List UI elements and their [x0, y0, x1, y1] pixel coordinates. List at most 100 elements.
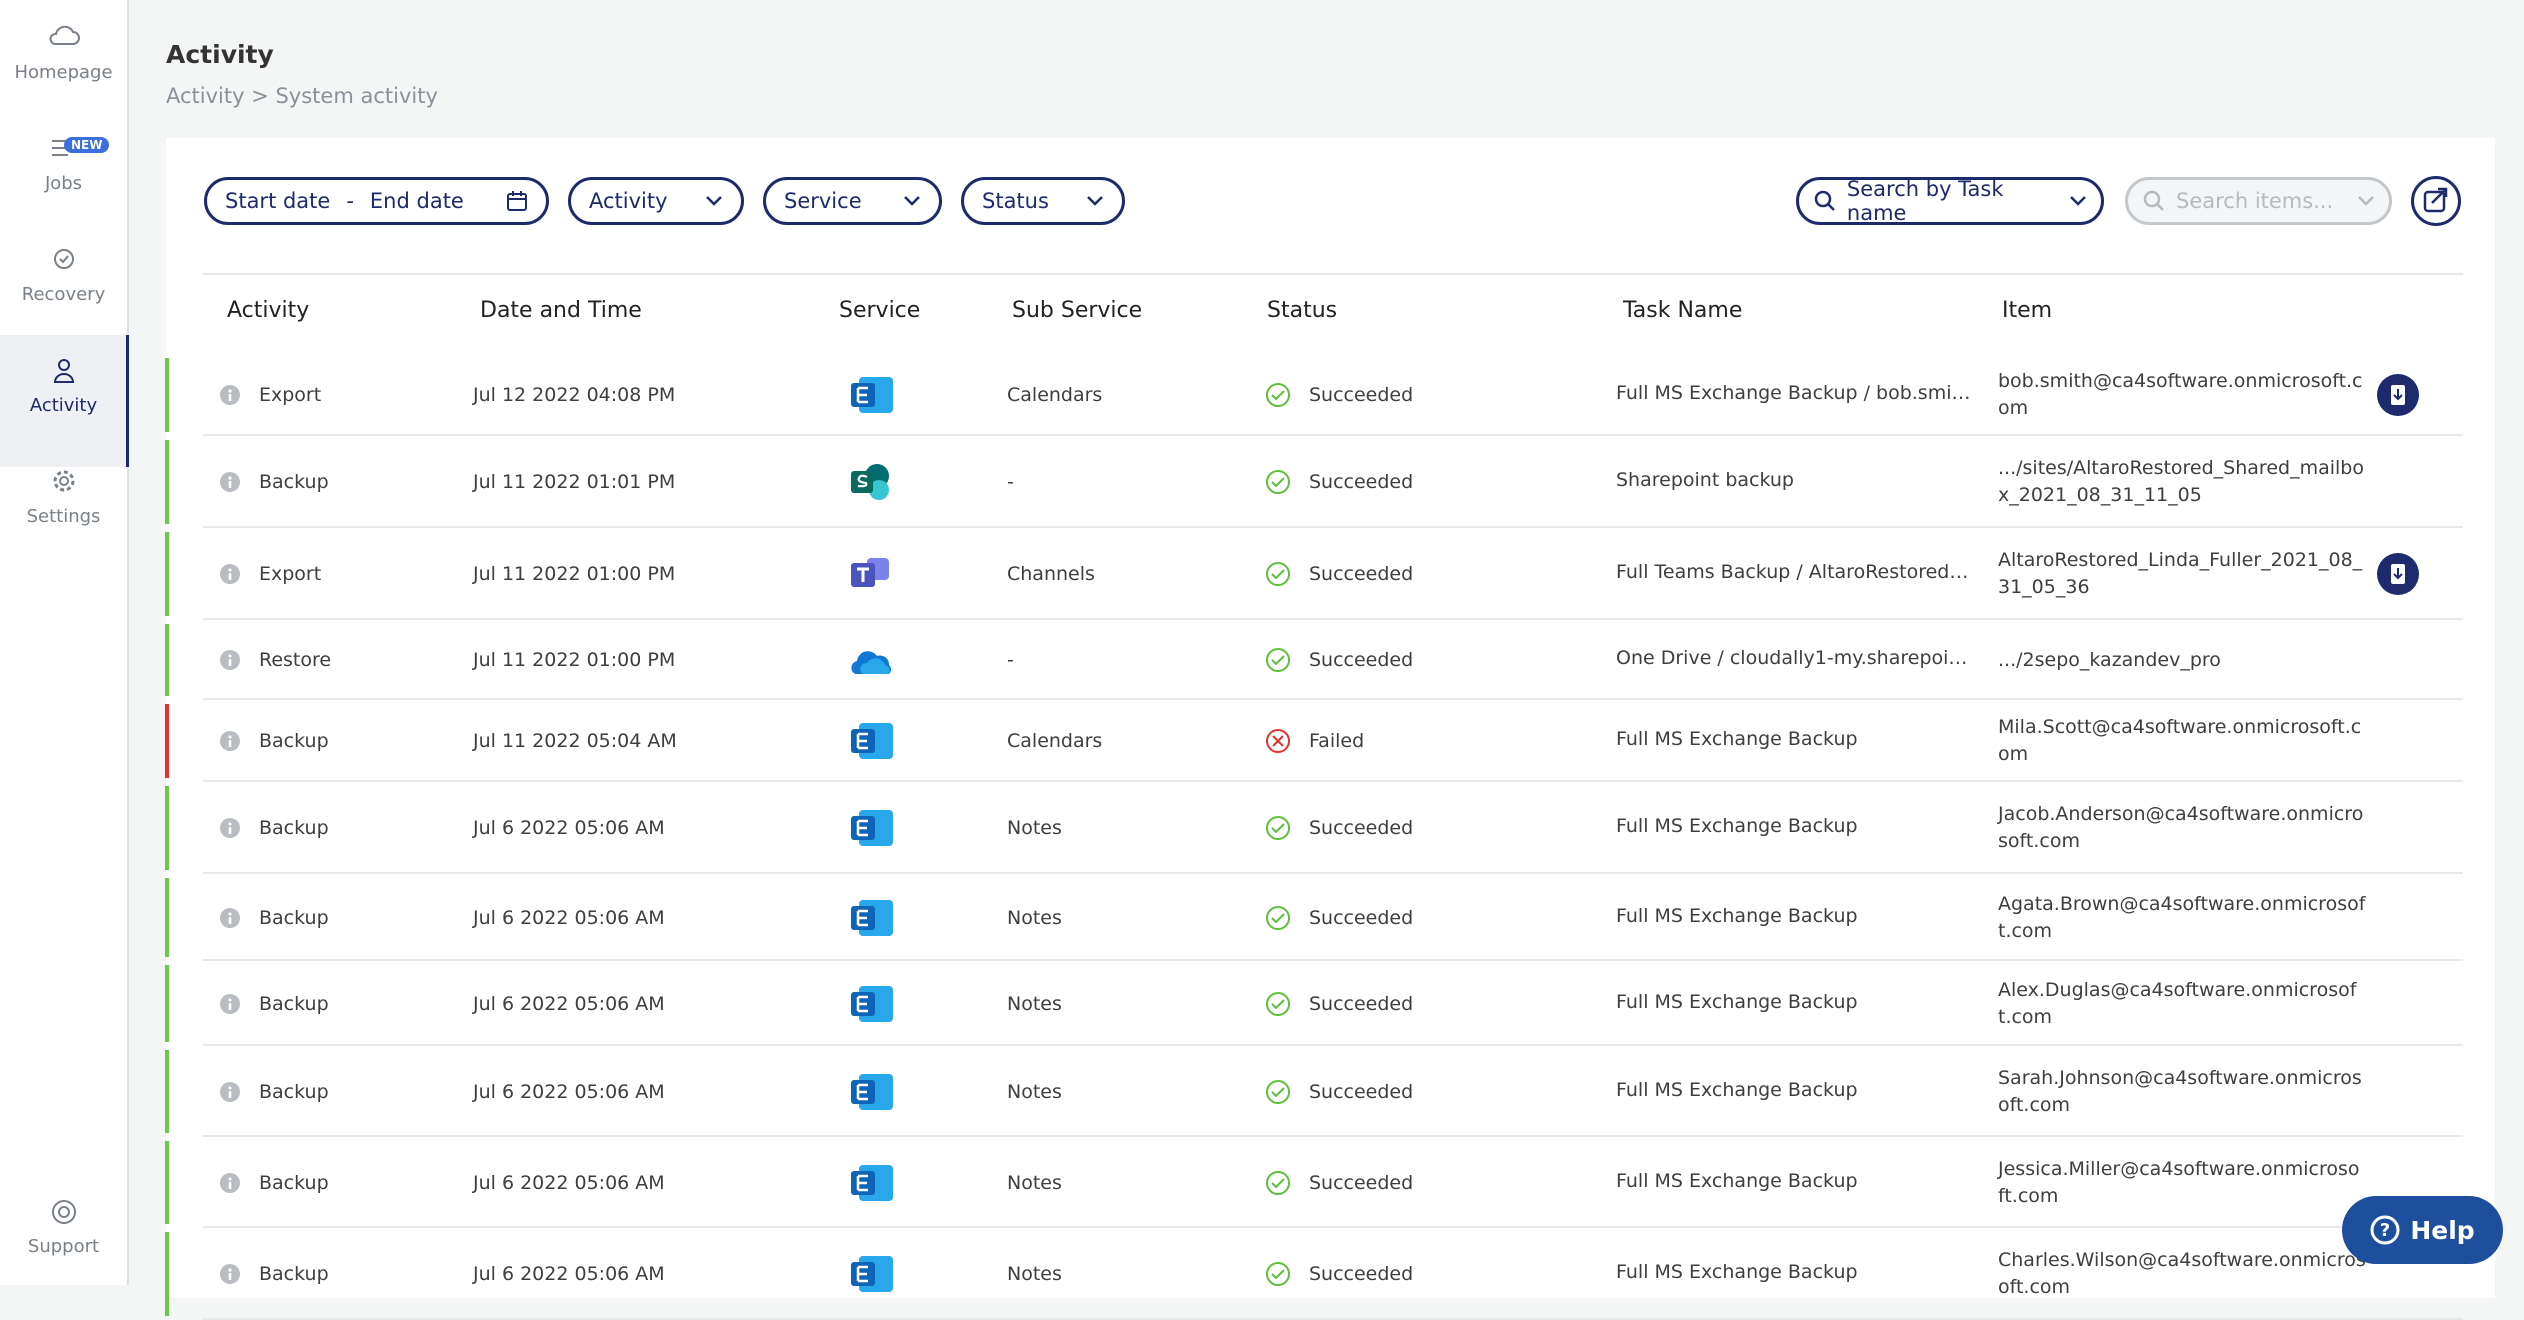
sub-service-cell: Channels [1007, 563, 1095, 585]
info-icon[interactable] [220, 1264, 240, 1284]
task-cell: One Drive / cloudally1-my.sharepoint.com [1616, 647, 1974, 669]
column-header[interactable]: Status [1267, 298, 1338, 323]
column-header[interactable]: Service [839, 298, 921, 323]
status-cell: Succeeded [1309, 1263, 1414, 1285]
help-button[interactable]: ? Help [2342, 1196, 2503, 1264]
info-glyph [228, 476, 232, 488]
info-icon[interactable] [220, 564, 240, 584]
start-date: Start date [225, 189, 331, 213]
date-filter[interactable]: Start date - End date [204, 177, 549, 225]
table-row[interactable] [203, 874, 2463, 961]
info-icon[interactable] [220, 472, 240, 492]
download-button[interactable] [2377, 553, 2419, 595]
service-icon [849, 984, 893, 1024]
support-icon[interactable] [47, 1197, 81, 1227]
info-icon[interactable] [220, 907, 240, 928]
service-icon [849, 640, 893, 680]
sidebar [0, 0, 129, 1285]
task-cell: Full MS Exchange Backup [1616, 728, 1858, 750]
status-cell: Succeeded [1309, 471, 1414, 493]
info-glyph [228, 389, 232, 401]
row-accent [165, 786, 169, 870]
task-cell: Full Teams Backup / AltaroRestored_Linda… [1616, 561, 1974, 583]
activity-cell: Backup [259, 906, 329, 929]
info-glyph [228, 568, 232, 580]
item-cell: Alex.Duglas@ca4software.onmicrosoft.com [1998, 978, 2357, 1028]
table-row[interactable] [203, 1046, 2463, 1137]
status-icon [1264, 646, 1292, 674]
info-icon[interactable] [220, 1172, 240, 1193]
help-label: Help [2410, 1215, 2475, 1245]
sidebar-support[interactable]: Support [27, 1236, 100, 1257]
table-row[interactable] [203, 700, 2463, 782]
breadcrumb[interactable]: Activity > System activity [166, 84, 438, 108]
column-header[interactable]: Activity [227, 298, 310, 323]
filter-status[interactable]: Status [961, 177, 1125, 225]
service-logo [851, 464, 889, 500]
row-accent [165, 532, 169, 616]
sub-service-cell: Calendars [1007, 730, 1103, 752]
sub-service-cell: Notes [1007, 1263, 1062, 1285]
sidebar-icon[interactable] [47, 466, 81, 496]
end-date: End date [369, 189, 464, 213]
table-row[interactable] [203, 961, 2463, 1046]
icon [53, 359, 75, 383]
filter-label: Activity [589, 189, 668, 213]
info-icon[interactable] [220, 1081, 240, 1102]
search-task[interactable]: Search by Task name [1796, 177, 2104, 225]
status-cell: Succeeded [1309, 992, 1414, 1015]
icon [54, 249, 74, 269]
info-icon[interactable] [220, 731, 240, 751]
date-cell: Jul 6 2022 05:06 AM [473, 992, 665, 1015]
task-cell: Full MS Exchange Backup [1616, 904, 1858, 927]
table-row[interactable] [203, 1137, 2463, 1228]
status-icon [1264, 381, 1292, 409]
table-row[interactable] [203, 620, 2463, 700]
filter-service[interactable]: Service [763, 177, 942, 225]
search-items[interactable]: Search items... [2125, 177, 2392, 225]
sidebar-item[interactable]: Homepage [14, 62, 113, 83]
sub-service-cell: Notes [1007, 1080, 1062, 1103]
chevron [1087, 196, 1103, 206]
activity-cell: Backup [259, 817, 329, 839]
success-icon [1266, 1170, 1290, 1195]
success-icon [1266, 470, 1290, 494]
date-cell: Jul 11 2022 01:01 PM [473, 471, 676, 493]
info-glyph [228, 1085, 232, 1098]
info-icon[interactable] [220, 818, 240, 838]
table-row[interactable] [203, 782, 2463, 874]
column-header[interactable]: Item [2002, 298, 2053, 323]
service-icon [849, 808, 893, 848]
column-header[interactable]: Date and Time [480, 298, 642, 323]
sidebar-icon[interactable] [47, 244, 81, 274]
activity-cell: Backup [259, 471, 329, 493]
sub-service-cell: Notes [1007, 992, 1062, 1015]
sub-service-cell: Notes [1007, 906, 1062, 929]
info-icon[interactable] [220, 385, 240, 405]
column-header[interactable]: Sub Service [1012, 298, 1143, 323]
status-cell: Failed [1309, 730, 1365, 752]
filter-activity[interactable]: Activity [568, 177, 744, 225]
sidebar-item[interactable]: Activity [29, 395, 98, 416]
download-button[interactable] [2377, 374, 2419, 416]
sub-service-cell: Notes [1007, 1171, 1062, 1194]
chevron [2070, 196, 2086, 206]
table-row[interactable] [203, 354, 2463, 436]
success-icon [1266, 1079, 1290, 1104]
export-button[interactable] [2411, 176, 2461, 226]
table-row[interactable] [203, 528, 2463, 620]
sidebar-item[interactable]: Recovery [21, 284, 106, 305]
sidebar-icon[interactable] [47, 22, 81, 52]
column-header[interactable]: Task Name [1623, 298, 1743, 323]
sidebar-icon[interactable] [47, 355, 81, 385]
status-icon [1264, 727, 1292, 755]
content-card [166, 138, 2495, 1298]
info-icon[interactable] [220, 993, 240, 1014]
sidebar-item[interactable]: Settings [26, 506, 101, 527]
info-icon[interactable] [220, 650, 240, 670]
table-row[interactable] [203, 436, 2463, 528]
activity-cell: Export [259, 563, 322, 585]
task-cell: Full MS Exchange Backup / bob.smith@ca4s… [1616, 382, 1974, 404]
item-cell: Jessica.Miller@ca4software.onmicrosoft.c… [1998, 1157, 2360, 1207]
sidebar-item[interactable]: Jobs [44, 173, 83, 194]
